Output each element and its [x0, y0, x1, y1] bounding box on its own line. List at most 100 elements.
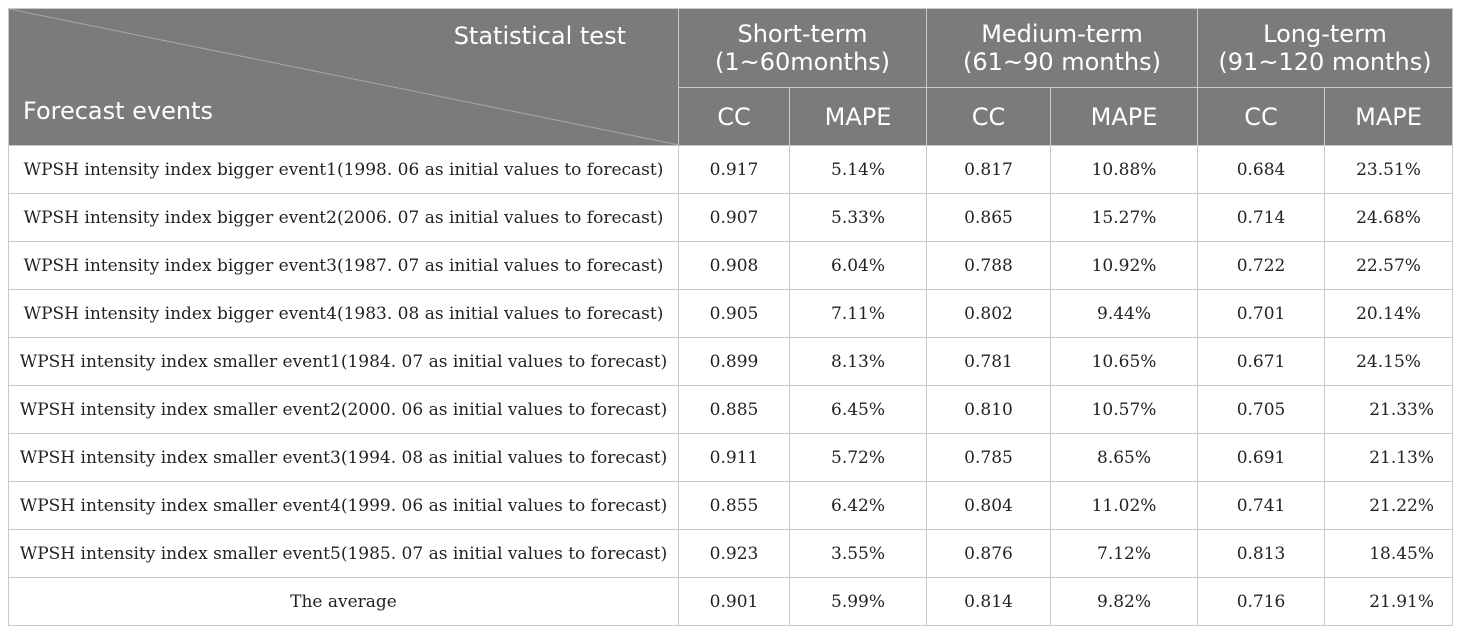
medium-term-mape-header: MAPE — [1050, 87, 1199, 146]
long-term-cc-cell: 0.691 — [1197, 433, 1326, 482]
long-term-mape-cell: 21.13% — [1324, 433, 1454, 482]
medium-term-cc-cell: 0.788 — [926, 241, 1052, 290]
table-row: WPSH intensity index smaller event5(1985… — [8, 529, 1454, 578]
long-term-cc-cell: 0.684 — [1197, 145, 1326, 194]
long-term-cc-cell: 0.813 — [1197, 529, 1326, 578]
medium-term-cc-cell: 0.865 — [926, 193, 1052, 242]
long-term-mape-cell: 21.33% — [1324, 385, 1454, 434]
medium-term-mape-cell: 10.57% — [1050, 385, 1199, 434]
medium-term-range: (61~90 months) — [963, 48, 1161, 76]
short-term-cc-cell: 0.855 — [678, 481, 790, 530]
long-term-mape-cell: 21.22% — [1324, 481, 1454, 530]
medium-term-title: Medium-term — [981, 20, 1143, 48]
short-term-cc-cell: 0.908 — [678, 241, 790, 290]
short-term-cc-cell: 0.901 — [678, 577, 790, 626]
event-cell: WPSH intensity index bigger event3(1987.… — [8, 241, 679, 290]
long-term-cc-cell: 0.701 — [1197, 289, 1326, 338]
long-term-cc-cell: 0.705 — [1197, 385, 1326, 434]
long-term-header: Long-term (91~120 months) — [1197, 8, 1454, 88]
statistical-test-label: Statistical test — [453, 22, 626, 50]
short-term-mape-cell: 5.33% — [788, 193, 928, 242]
long-term-title: Long-term — [1263, 20, 1387, 48]
short-term-header: Short-term (1~60months) — [677, 8, 928, 88]
medium-term-cc-cell: 0.814 — [926, 577, 1052, 626]
table-row: WPSH intensity index smaller event3(1994… — [8, 433, 1454, 482]
event-cell: WPSH intensity index smaller event5(1985… — [8, 529, 679, 578]
medium-term-mape-cell: 10.92% — [1050, 241, 1199, 290]
long-term-cc-cell: 0.671 — [1197, 337, 1326, 386]
long-term-mape-cell: 21.91% — [1324, 577, 1454, 626]
long-term-cc-header: CC — [1197, 87, 1326, 146]
medium-term-cc-cell: 0.802 — [926, 289, 1052, 338]
medium-term-cc-cell: 0.785 — [926, 433, 1052, 482]
short-term-cc-cell: 0.907 — [678, 193, 790, 242]
forecast-events-label: Forecast events — [23, 97, 214, 125]
event-cell: WPSH intensity index smaller event2(2000… — [8, 385, 679, 434]
medium-term-header: Medium-term (61~90 months) — [926, 8, 1199, 88]
short-term-cc-cell: 0.911 — [678, 433, 790, 482]
short-term-mape-cell: 6.42% — [788, 481, 928, 530]
short-term-mape-cell: 6.45% — [788, 385, 928, 434]
long-term-mape-cell: 20.14% — [1324, 289, 1454, 338]
event-cell: WPSH intensity index bigger event1(1998.… — [8, 145, 679, 194]
table-body: WPSH intensity index bigger event1(1998.… — [8, 145, 1454, 626]
medium-term-cc-cell: 0.810 — [926, 385, 1052, 434]
medium-term-mape-cell: 9.44% — [1050, 289, 1199, 338]
short-term-mape-cell: 8.13% — [788, 337, 928, 386]
short-term-cc-cell: 0.899 — [678, 337, 790, 386]
table-row: WPSH intensity index bigger event1(1998.… — [8, 145, 1454, 194]
results-table-container: Statistical test Forecast events Short-t… — [8, 8, 1454, 626]
long-term-mape-header: MAPE — [1324, 87, 1454, 146]
long-term-mape-cell: 24.68% — [1324, 193, 1454, 242]
short-term-title: Short-term — [737, 20, 868, 48]
long-term-mape-cell: 22.57% — [1324, 241, 1454, 290]
medium-term-mape-cell: 10.65% — [1050, 337, 1199, 386]
short-term-mape-cell: 7.11% — [788, 289, 928, 338]
diagonal-divider — [9, 9, 679, 145]
long-term-cc-cell: 0.722 — [1197, 241, 1326, 290]
table-row: WPSH intensity index bigger event4(1983.… — [8, 289, 1454, 338]
table-header: Statistical test Forecast events Short-t… — [8, 8, 1454, 146]
long-term-range: (91~120 months) — [1218, 48, 1432, 76]
long-term-mape-cell: 24.15% — [1324, 337, 1454, 386]
medium-term-cc-cell: 0.781 — [926, 337, 1052, 386]
short-term-cc-cell: 0.917 — [678, 145, 790, 194]
short-term-mape-cell: 6.04% — [788, 241, 928, 290]
average-row: The average 0.901 5.99% 0.814 9.82% 0.71… — [8, 577, 1454, 626]
medium-term-mape-cell: 10.88% — [1050, 145, 1199, 194]
short-term-cc-header: CC — [678, 87, 790, 146]
medium-term-cc-cell: 0.817 — [926, 145, 1052, 194]
event-cell: WPSH intensity index bigger event4(1983.… — [8, 289, 679, 338]
medium-term-mape-cell: 9.82% — [1050, 577, 1199, 626]
medium-term-mape-cell: 15.27% — [1050, 193, 1199, 242]
medium-term-mape-cell: 8.65% — [1050, 433, 1199, 482]
short-term-mape-cell: 5.14% — [788, 145, 928, 194]
table-row: WPSH intensity index smaller event1(1984… — [8, 337, 1454, 386]
short-term-cc-cell: 0.923 — [678, 529, 790, 578]
short-term-range: (1~60months) — [714, 48, 891, 76]
medium-term-cc-cell: 0.804 — [926, 481, 1052, 530]
medium-term-mape-cell: 7.12% — [1050, 529, 1199, 578]
medium-term-cc-cell: 0.876 — [926, 529, 1052, 578]
long-term-mape-cell: 18.45% — [1324, 529, 1454, 578]
short-term-cc-cell: 0.905 — [678, 289, 790, 338]
event-cell: WPSH intensity index smaller event1(1984… — [8, 337, 679, 386]
average-label-cell: The average — [8, 577, 679, 626]
short-term-cc-cell: 0.885 — [678, 385, 790, 434]
long-term-cc-cell: 0.716 — [1197, 577, 1326, 626]
diagonal-header-cell: Statistical test Forecast events — [8, 8, 679, 146]
event-cell: WPSH intensity index smaller event4(1999… — [8, 481, 679, 530]
results-table: Statistical test Forecast events Short-t… — [8, 8, 1454, 626]
table-row: WPSH intensity index bigger event2(2006.… — [8, 193, 1454, 242]
long-term-cc-cell: 0.741 — [1197, 481, 1326, 530]
medium-term-cc-header: CC — [926, 87, 1052, 146]
table-row: WPSH intensity index bigger event3(1987.… — [8, 241, 1454, 290]
medium-term-mape-cell: 11.02% — [1050, 481, 1199, 530]
short-term-mape-cell: 5.99% — [788, 577, 928, 626]
table-row: WPSH intensity index smaller event4(1999… — [8, 481, 1454, 530]
short-term-mape-header: MAPE — [788, 87, 928, 146]
long-term-mape-cell: 23.51% — [1324, 145, 1454, 194]
short-term-mape-cell: 3.55% — [788, 529, 928, 578]
event-cell: WPSH intensity index bigger event2(2006.… — [8, 193, 679, 242]
short-term-mape-cell: 5.72% — [788, 433, 928, 482]
